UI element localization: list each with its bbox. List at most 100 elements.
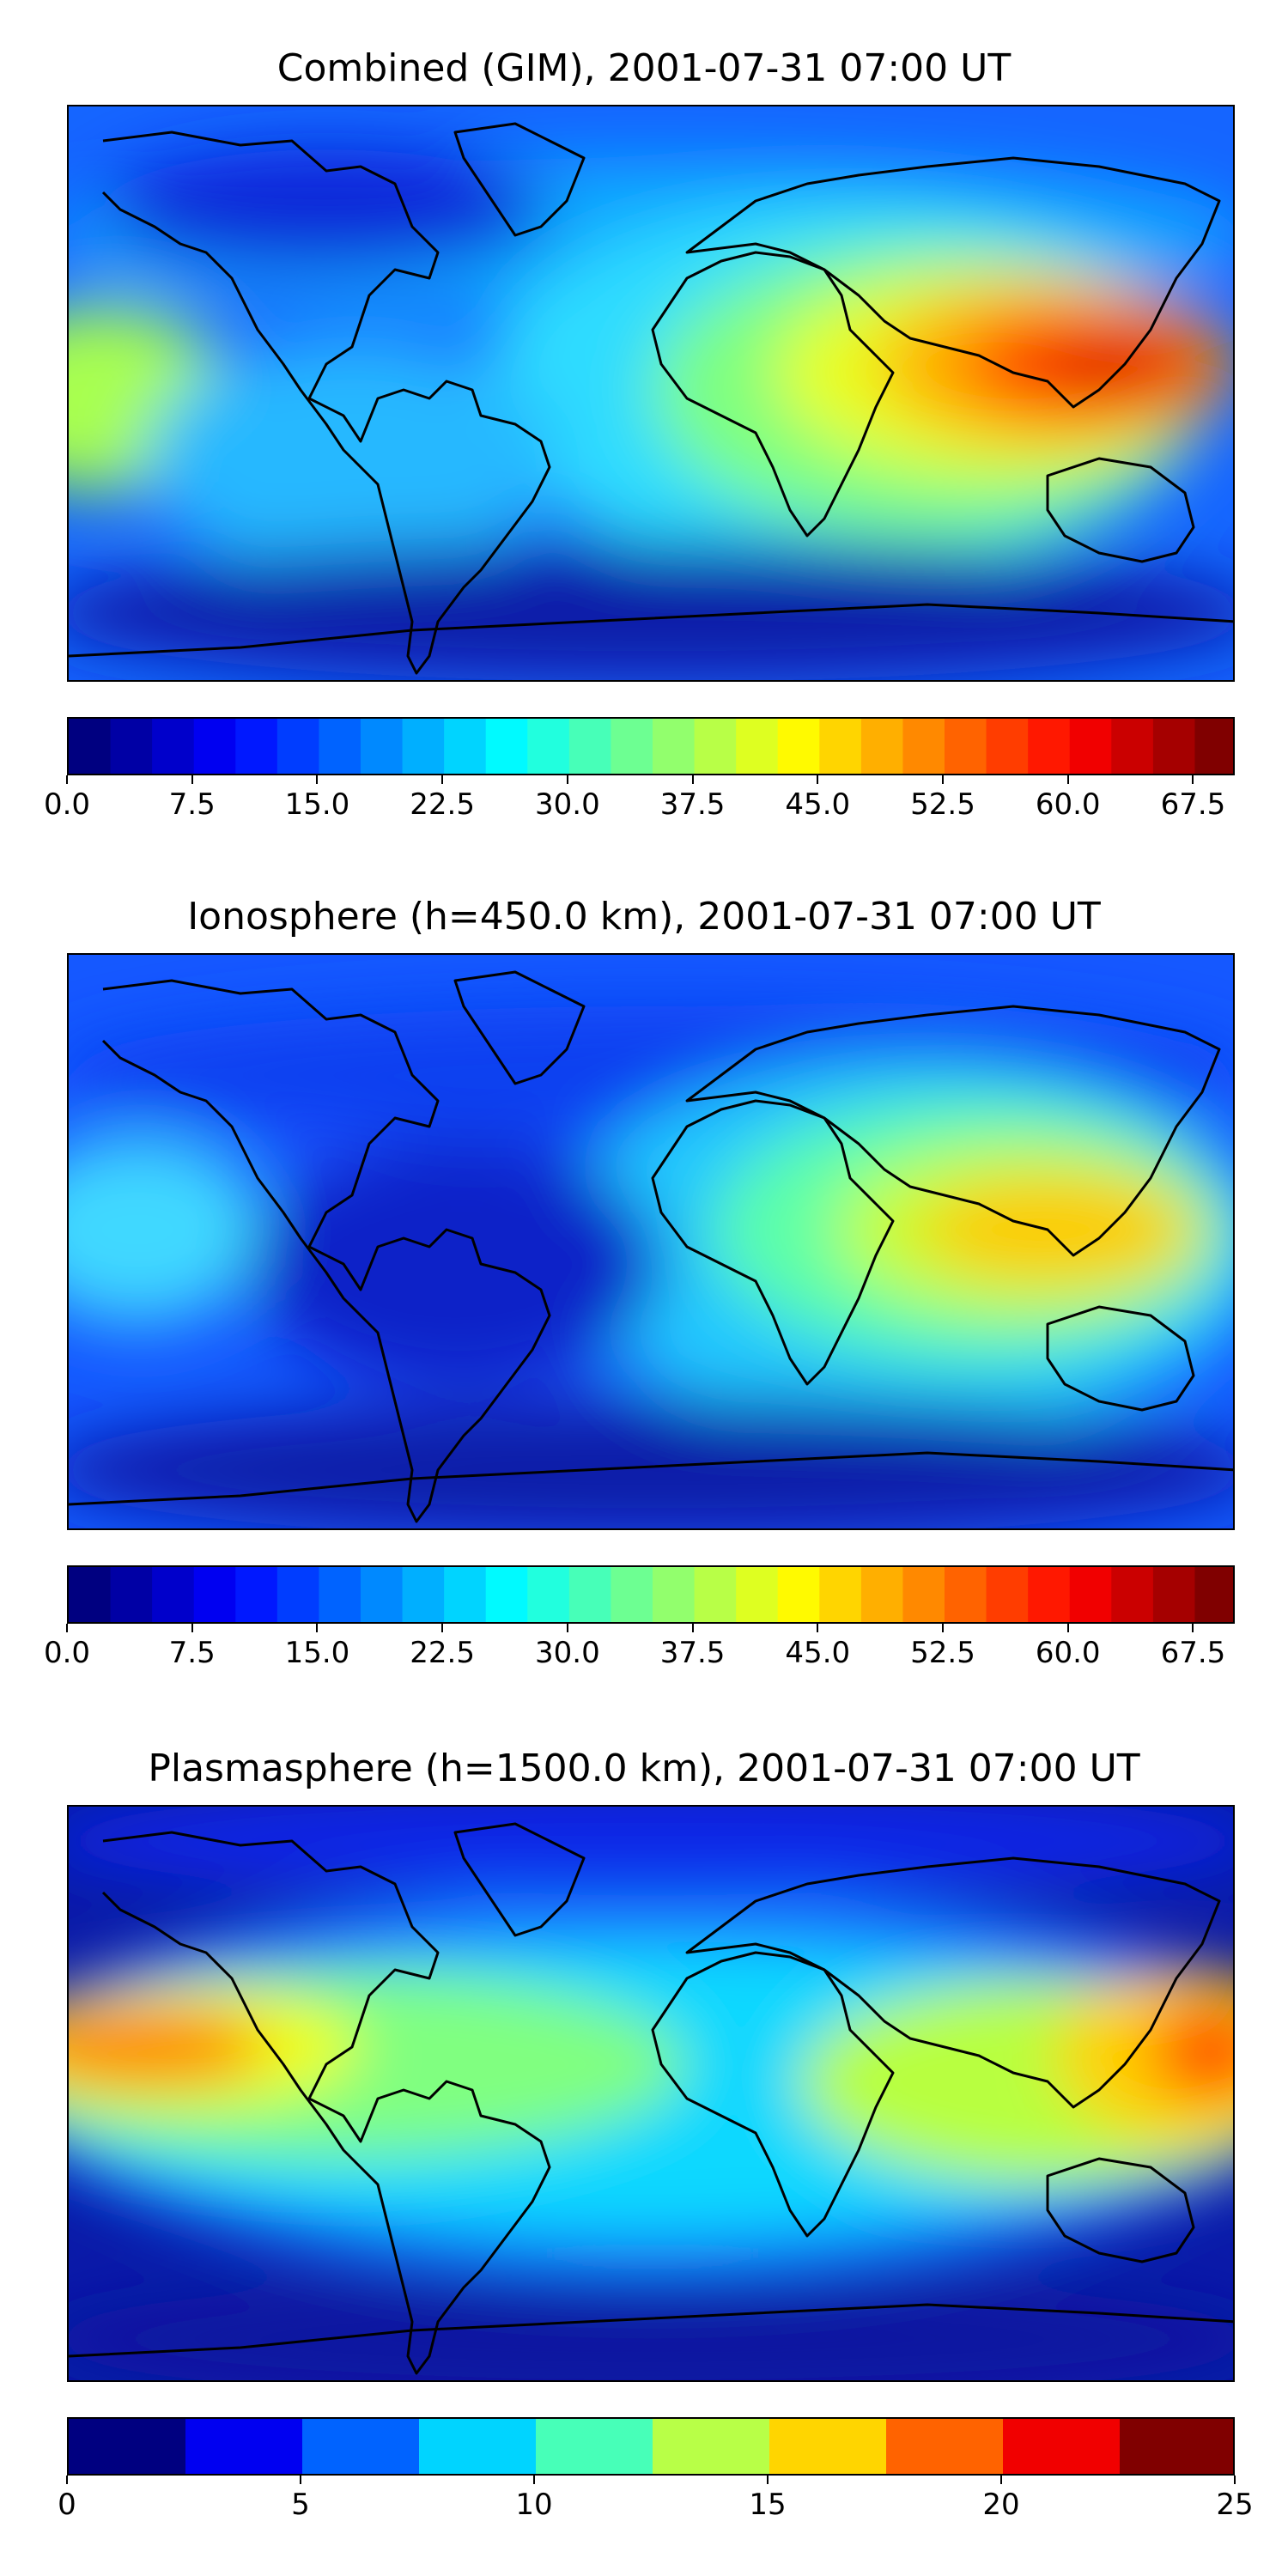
colorbar-level (1152, 719, 1196, 774)
colorbar-level (69, 1567, 112, 1622)
colorbar-level (536, 2419, 653, 2474)
colorbar-level (819, 1567, 862, 1622)
colorbar-level (653, 1567, 696, 1622)
colorbar-tick-label: 37.5 (659, 787, 726, 822)
colorbar-tick (566, 1624, 568, 1632)
colorbar-level (986, 1567, 1029, 1622)
colorbar-level (69, 719, 112, 774)
colorbar-ticks-plasmasphere: 0 5 10 15 20 25 (58, 2476, 1254, 2527)
colorbar-tick (441, 775, 444, 784)
colorbar-tick (691, 775, 694, 784)
colorbar-tick-label: 20 (982, 2488, 1020, 2522)
colorbar-tick-label: 0 (58, 2488, 76, 2522)
colorbar-level (1028, 1567, 1071, 1622)
colorbar-level (527, 719, 570, 774)
colorbar-level (193, 1567, 236, 1622)
colorbar-level (185, 2419, 303, 2474)
colorbar-tick-label: 0.0 (43, 787, 91, 822)
colorbar-tick (1192, 1624, 1194, 1632)
colorbar-tick (767, 2476, 769, 2484)
colorbar-level (819, 719, 862, 774)
colorbar-tick-label: 52.5 (910, 1636, 975, 1670)
colorbar-tick-label: 60.0 (1035, 787, 1101, 822)
colorbar-tick-label: 15.0 (284, 787, 350, 822)
colorbar-combined (67, 717, 1235, 775)
colorbar-level (611, 1567, 653, 1622)
colorbar-tick (1234, 2476, 1236, 2484)
colorbar-swatches-combined (69, 719, 1233, 774)
colorbar-tick (942, 1624, 944, 1632)
colorbar-level (444, 1567, 487, 1622)
colorbar-tick-label: 7.5 (168, 787, 216, 822)
colorbar-level (419, 2419, 537, 2474)
colorbar-level (611, 719, 653, 774)
colorbar-level (860, 719, 904, 774)
colorbar-tick-label: 15.0 (284, 1636, 350, 1670)
colorbar-ticks-ionosphere: 0.0 7.5 15.0 22.5 30.0 37.5 45.0 52.5 60.0 67.5 (44, 1624, 1235, 1675)
colorbar-tick (66, 2476, 68, 2484)
colorbar-level (653, 2419, 770, 2474)
colorbar-tick (1066, 775, 1069, 784)
panel-title-plasmasphere: Plasmasphere (h=1500.0 km), 2001-07-31 0… (148, 1747, 1140, 1790)
colorbar-level (110, 719, 153, 774)
colorbar-level (110, 1567, 153, 1622)
colorbar-level (69, 2419, 186, 2474)
colorbar-level (361, 719, 404, 774)
colorbar-tick (191, 775, 193, 784)
colorbar-level (302, 2419, 420, 2474)
colorbar-level (777, 719, 820, 774)
colorbar-swatches-plasmasphere (69, 2419, 1233, 2474)
colorbar-level (402, 1567, 445, 1622)
colorbar-plasmasphere (67, 2417, 1235, 2476)
colorbar-level (945, 1567, 987, 1622)
colorbar-level (152, 719, 195, 774)
colorbar-tick (300, 2476, 301, 2484)
colorbar-tick-label: 0.0 (43, 1636, 91, 1670)
colorbar-tick (191, 1624, 193, 1632)
colorbar-level (1069, 719, 1112, 774)
colorbar-level (1069, 1567, 1112, 1622)
colorbar-tick-label: 30.0 (534, 787, 600, 822)
map-combined (67, 105, 1235, 682)
colorbar-level (361, 1567, 404, 1622)
colorbar-level (945, 719, 987, 774)
colorbar-level (444, 719, 487, 774)
colorbar-tick-label: 22.5 (410, 787, 475, 822)
colorbar-level (769, 2419, 887, 2474)
colorbar-tick-label: 7.5 (168, 1636, 216, 1670)
colorbar-tick-label: 5 (291, 2488, 310, 2522)
colorbar-level (485, 719, 528, 774)
colorbar-level (319, 719, 361, 774)
colorbar-tick (316, 775, 319, 784)
colorbar-swatches-ionosphere (69, 1567, 1233, 1622)
colorbar-tick-label: 52.5 (910, 787, 975, 822)
colorbar-level (694, 1567, 737, 1622)
map-ionosphere (67, 953, 1235, 1530)
colorbar-tick-label: 67.5 (1160, 1636, 1226, 1670)
colorbar-tick-label: 30.0 (534, 1636, 600, 1670)
colorbar-level (276, 719, 320, 774)
colorbar-level (736, 1567, 779, 1622)
colorbar-tick-label: 45.0 (785, 1636, 851, 1670)
colorbar-ionosphere (67, 1565, 1235, 1624)
colorbar-level (319, 1567, 361, 1622)
colorbar-tick (1192, 775, 1194, 784)
colorbar-level (1194, 1567, 1233, 1622)
colorbar-level (152, 1567, 195, 1622)
colorbar-tick-label: 10 (515, 2488, 553, 2522)
colorbar-level (886, 2419, 1004, 2474)
panel-title-ionosphere: Ionosphere (h=450.0 km), 2001-07-31 07:0… (187, 895, 1101, 939)
colorbar-tick (1000, 2476, 1002, 2484)
colorbar-level (235, 1567, 278, 1622)
colorbar-level (1003, 2419, 1121, 2474)
colorbar-tick (691, 1624, 694, 1632)
colorbar-level (527, 1567, 570, 1622)
colorbar-level (402, 719, 445, 774)
colorbar-tick (441, 1624, 444, 1632)
colorbar-level (653, 719, 696, 774)
colorbar-tick (533, 2476, 535, 2484)
map-plasmasphere (67, 1805, 1235, 2382)
colorbar-level (902, 1567, 945, 1622)
colorbar-tick-label: 60.0 (1035, 1636, 1101, 1670)
colorbar-level (193, 719, 236, 774)
